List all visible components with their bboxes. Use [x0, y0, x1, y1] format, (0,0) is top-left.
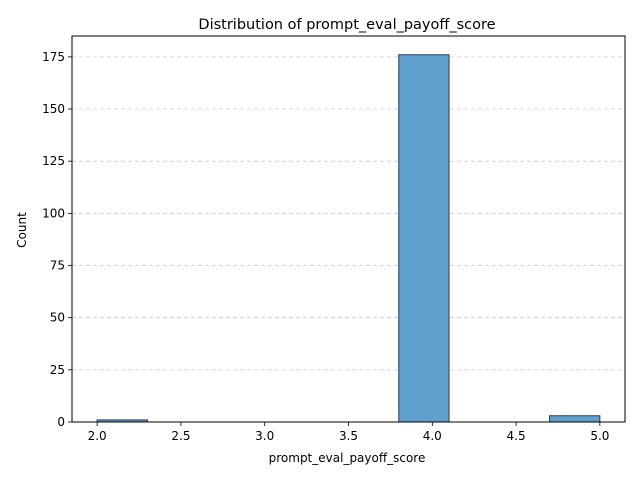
x-tick-label-6: 5.0 — [590, 429, 609, 443]
grid-lines — [72, 56, 625, 423]
x-tick-label-0: 2.0 — [88, 429, 107, 443]
histogram-bars — [96, 54, 601, 423]
y-tick-label-0: 0 — [57, 415, 65, 429]
y-tick-label-6: 150 — [42, 102, 65, 116]
x-tick-label-3: 3.5 — [339, 429, 358, 443]
x-axis-label: prompt_eval_payoff_score — [269, 451, 426, 465]
histogram-bar-6 — [398, 54, 450, 423]
y-axis-label: Count — [15, 212, 29, 248]
chart-title: Distribution of prompt_eval_payoff_score — [198, 17, 495, 33]
histogram-bar-9 — [549, 415, 601, 423]
y-axis-ticks: 0 25 50 75 100 125 150 175 — [42, 50, 72, 429]
y-tick-label-7: 175 — [42, 50, 65, 64]
y-tick-label-3: 75 — [50, 259, 65, 273]
plot-frame — [71, 35, 626, 423]
x-tick-label-1: 2.5 — [171, 429, 190, 443]
x-tick-label-4: 4.0 — [423, 429, 442, 443]
x-tick-label-5: 4.5 — [507, 429, 526, 443]
y-tick-label-2: 50 — [50, 311, 65, 325]
plot-frame-rect — [71, 35, 626, 423]
y-tick-label-4: 100 — [42, 206, 65, 220]
x-tick-label-2: 3.0 — [255, 429, 274, 443]
x-axis-ticks: 2.0 2.5 3.0 3.5 4.0 4.5 5.0 — [88, 422, 609, 443]
y-tick-label-5: 125 — [42, 154, 65, 168]
y-tick-label-1: 25 — [50, 363, 65, 377]
